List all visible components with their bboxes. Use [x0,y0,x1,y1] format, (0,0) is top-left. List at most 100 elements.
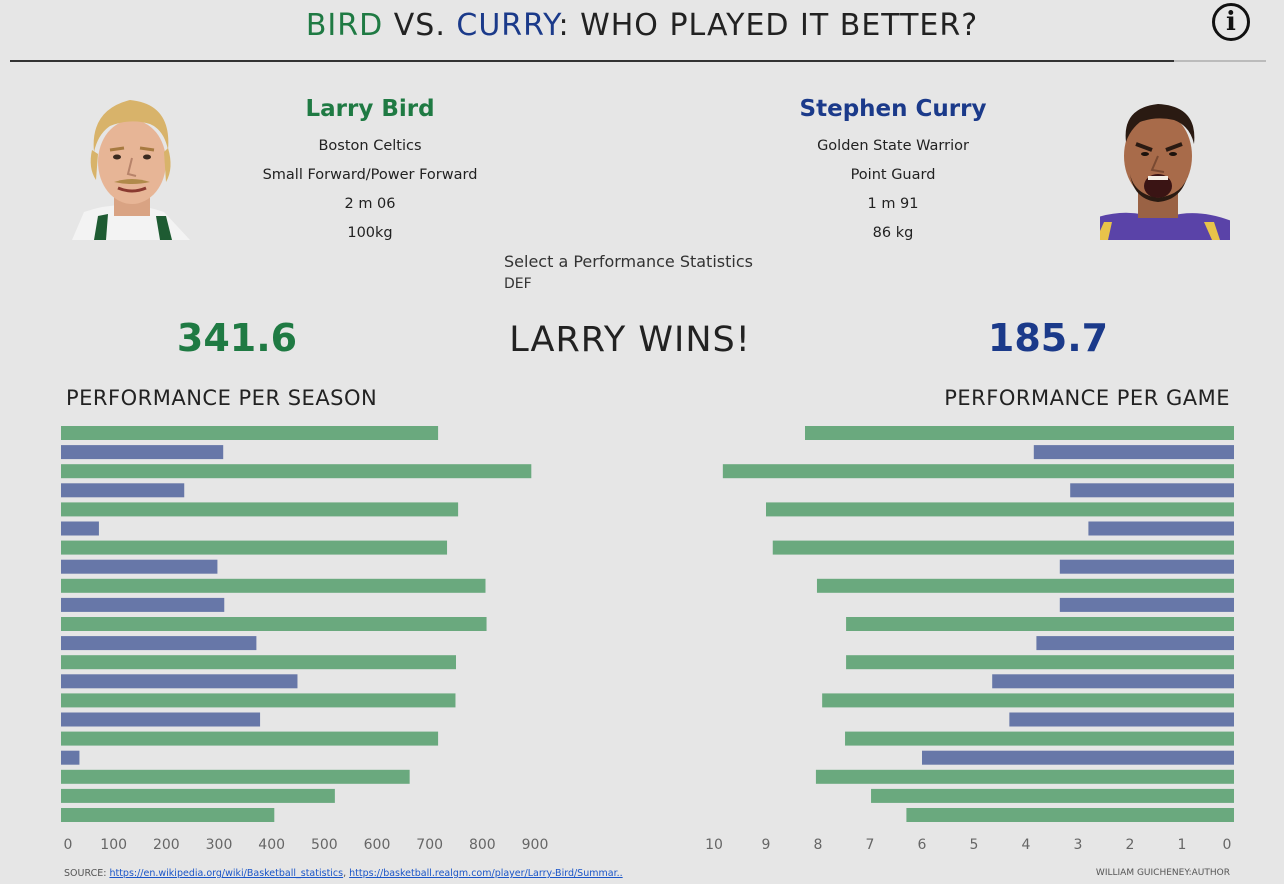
game-axis-tick: 6 [918,837,927,853]
season-bar-curry[interactable] [61,636,257,651]
game-axis-tick: 2 [1126,837,1135,853]
stat-selector-label: Select a Performance Statistics [504,252,753,271]
bird-name: Larry Bird [305,96,435,122]
curry-weight: 86 kg [872,225,914,241]
game-bar-bird[interactable] [766,502,1234,517]
game-bar-curry[interactable] [1036,636,1234,651]
season-bar-bird[interactable] [61,502,459,517]
season-bar-curry[interactable] [61,483,185,498]
season-bar-bird[interactable] [61,540,448,555]
game-bar-bird[interactable] [846,655,1234,670]
curry-name: Stephen Curry [799,96,987,122]
season-bar-curry[interactable] [61,521,99,536]
season-bar-bird[interactable] [61,731,439,746]
title-divider-light [1174,60,1266,62]
bird-height: 2 m 06 [344,196,396,212]
source-link-wikipedia[interactable]: https://en.wikipedia.org/wiki/Basketball… [109,868,344,879]
curry-height: 1 m 91 [867,196,919,212]
game-bar-bird[interactable] [805,426,1234,440]
season-bar-bird[interactable] [61,578,486,593]
source-label: SOURCE: [64,868,110,879]
season-axis-tick: 500 [311,837,338,853]
season-axis-tick: 800 [469,837,496,853]
game-bar-bird[interactable] [845,731,1234,746]
season-bar-chart: 0 100 200 300 400 500 600 700 800 900 [61,426,549,853]
game-bar-curry[interactable] [1070,483,1234,498]
source-footer: SOURCE: https://en.wikipedia.org/wiki/Ba… [64,868,623,879]
bird-score: 341.6 [176,316,298,360]
bird-weight: 100kg [347,225,393,241]
larry-bird-photo [64,90,194,240]
season-bar-curry[interactable] [61,597,225,612]
game-axis-tick: 0 [1223,837,1232,853]
game-bar-bird[interactable] [816,578,1234,593]
season-bar-curry[interactable] [61,445,224,460]
season-axis-tick: 700 [416,837,443,853]
season-axis-tick: 600 [364,837,391,853]
season-bar-bird[interactable] [61,426,439,440]
game-bar-curry[interactable] [1033,445,1234,460]
game-bar-bird[interactable] [906,808,1234,822]
game-bar-curry[interactable] [1088,521,1234,536]
curry-position: Point Guard [850,167,936,183]
game-bar-bird[interactable] [815,769,1234,784]
game-bar-curry[interactable] [1059,559,1234,574]
season-bar-curry[interactable] [61,750,80,765]
season-bar-bird[interactable] [61,617,487,631]
season-chart-title: PERFORMANCE PER SEASON [66,386,378,410]
game-chart-title: PERFORMANCE PER GAME [944,386,1230,410]
game-bar-curry[interactable] [1009,712,1234,727]
season-axis-tick: 0 [64,837,73,853]
bird-info: Larry Bird Boston Celtics Small Forward/… [220,96,520,248]
title-curry: CURRY [456,8,559,43]
title-bird: BIRD [305,8,384,43]
season-axis-tick: 900 [522,837,549,853]
game-axis-tick: 7 [866,837,875,853]
game-bar-bird[interactable] [822,693,1234,708]
info-icon[interactable]: i [1212,3,1250,41]
game-bar-chart: 10 9 8 7 6 5 4 3 2 1 0 [705,426,1234,853]
season-bar-bird[interactable] [61,788,335,803]
season-bar-bird[interactable] [61,769,410,784]
bird-team: Boston Celtics [318,138,422,154]
game-axis-tick: 5 [970,837,979,853]
season-bar-bird[interactable] [61,655,456,670]
curry-team: Golden State Warrior [817,138,969,154]
page-title: BIRD VS. CURRY: WHO PLAYED IT BETTER? [0,8,1284,43]
stat-selector-dropdown[interactable]: DEF [504,276,532,292]
season-bar-curry[interactable] [61,674,298,689]
game-bar-bird[interactable] [722,464,1234,479]
source-separator: , [343,868,350,879]
season-bar-curry[interactable] [61,559,218,574]
bird-position: Small Forward/Power Forward [262,167,478,183]
game-axis-tick: 8 [814,837,823,853]
source-link-realgm[interactable]: https://basketball.realgm.com/player/Lar… [349,868,623,879]
season-bar-bird[interactable] [61,808,275,822]
season-axis-tick: 200 [153,837,180,853]
curry-info: Stephen Curry Golden State Warrior Point… [743,96,1043,248]
season-bar-bird[interactable] [61,464,532,479]
game-bar-curry[interactable] [1059,597,1234,612]
winner-banner: LARRY WINS! [509,320,751,360]
author-credit: WILLIAM GUICHENEY:AUTHOR [1095,868,1230,878]
season-axis-tick: 100 [100,837,127,853]
title-question: : WHO PLAYED IT BETTER? [558,8,979,43]
stephen-curry-photo [1070,90,1240,240]
curry-score: 185.7 [987,316,1109,360]
game-axis-tick: 4 [1022,837,1031,853]
game-bar-curry[interactable] [992,674,1234,689]
title-divider [10,60,1266,62]
game-bar-bird[interactable] [871,788,1234,803]
game-axis-tick: 1 [1178,837,1187,853]
season-bar-bird[interactable] [61,693,456,708]
game-axis-tick: 10 [705,837,723,853]
game-axis-tick: 9 [762,837,771,853]
game-axis-tick: 3 [1074,837,1083,853]
game-bar-bird[interactable] [772,540,1234,555]
title-vs: VS. [383,8,457,43]
game-bar-curry[interactable] [922,750,1234,765]
season-axis-tick: 300 [206,837,233,853]
season-bar-curry[interactable] [61,712,261,727]
season-axis-tick: 400 [258,837,285,853]
game-bar-bird[interactable] [846,617,1234,631]
